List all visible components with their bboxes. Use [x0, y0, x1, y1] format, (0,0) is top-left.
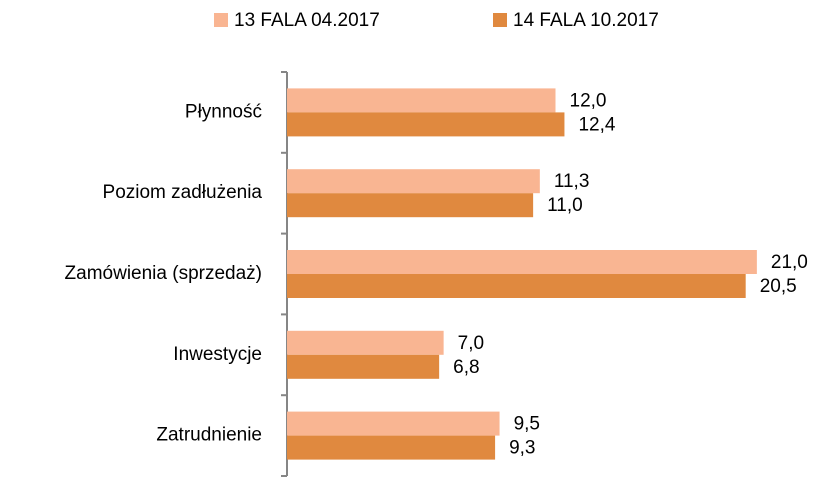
bar [287, 411, 500, 436]
bar [287, 274, 746, 298]
value-label: 11,0 [547, 195, 583, 216]
bar [287, 435, 496, 460]
legend-label: 13 FALA 04.2017 [234, 10, 380, 31]
category-label: Poziom zadłużenia [103, 182, 263, 203]
category-label: Inwestycje [173, 344, 262, 365]
bar [287, 354, 440, 379]
category-label: Płynność [185, 101, 262, 122]
bar [287, 88, 556, 113]
value-label: 21,0 [771, 252, 808, 273]
bar [287, 250, 757, 274]
legend-swatch [214, 13, 228, 27]
legend-label: 14 FALA 10.2017 [513, 10, 659, 31]
category-label: Zamówienia (sprzedaż) [65, 263, 262, 284]
category-label: Zatrudnienie [156, 425, 262, 446]
bar [287, 169, 540, 194]
value-label: 6,8 [453, 357, 479, 378]
bar [287, 330, 444, 355]
value-label: 11,3 [554, 171, 590, 192]
value-label: 12,4 [578, 114, 615, 135]
value-label: 20,5 [760, 276, 797, 297]
value-label: 7,0 [458, 333, 484, 354]
value-label: 9,5 [514, 414, 540, 435]
legend-swatch [493, 13, 507, 27]
value-label: 9,3 [509, 438, 535, 459]
value-label: 12,0 [570, 90, 607, 111]
bar [287, 193, 534, 218]
bar [287, 112, 565, 137]
